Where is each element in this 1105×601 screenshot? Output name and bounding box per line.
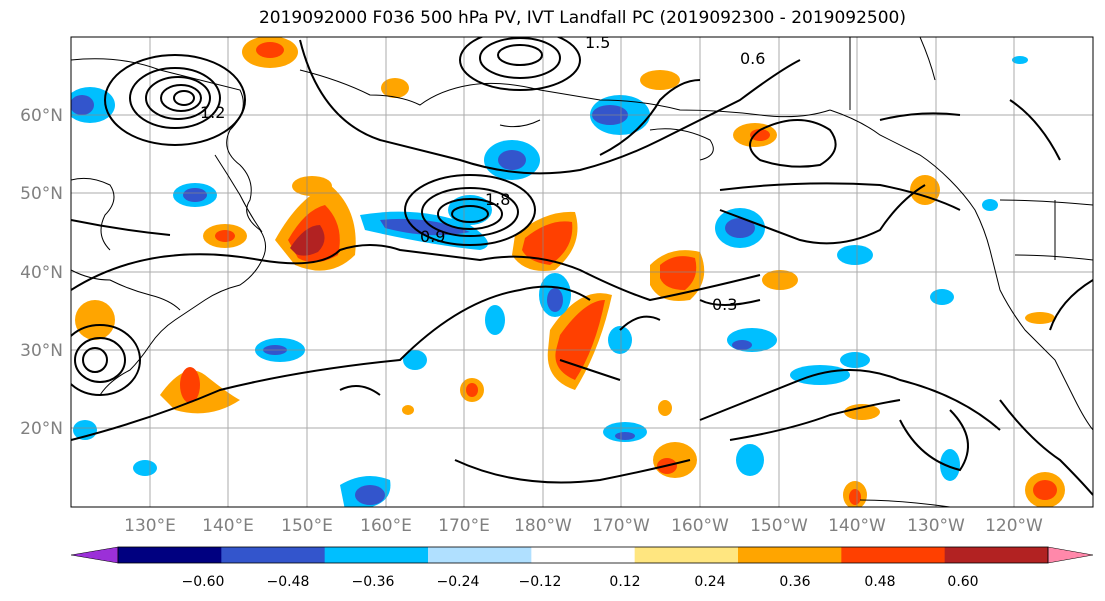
colorbar-tick-label: −0.24 (437, 574, 480, 590)
lon-label: 140°W (828, 516, 886, 536)
contour-label-0-9: 0.9 (420, 227, 445, 246)
map-frame (70, 36, 1094, 508)
colorbar-tick-label: 0.36 (779, 574, 810, 590)
colorbar-tick-label: 0.12 (609, 574, 640, 590)
colorbar-swatch (118, 547, 222, 563)
colorbar-swatch (324, 547, 429, 563)
colorbar-swatch (634, 547, 739, 563)
colorbar-tick-label: −0.36 (352, 574, 395, 590)
colorbar-extend-max (1047, 546, 1094, 564)
coastlines (71, 37, 1093, 507)
lon-labels: 130°E 140°E 150°E 160°E 170°E 180°W 170°… (124, 516, 1043, 536)
lon-label: 150°W (750, 516, 808, 536)
colorbar-tick-label: 0.48 (864, 574, 895, 590)
contour-label-1-5: 1.5 (585, 33, 610, 52)
lon-label: 170°W (592, 516, 650, 536)
colorbar-tick-label: −0.48 (267, 574, 310, 590)
colorbar-swatch (428, 547, 532, 563)
lon-label: 180°W (514, 516, 572, 536)
lon-label: 130°W (907, 516, 965, 536)
colorbar-swatch (221, 547, 326, 563)
colorbar-swatch (531, 547, 636, 563)
colorbar-labels: −0.60 −0.48 −0.36 −0.24 −0.12 0.12 0.24 … (182, 574, 979, 590)
lat-label: 50°N (20, 184, 63, 204)
contour-label-0-6: 0.6 (740, 49, 765, 68)
colorbar-extend-min (70, 546, 119, 564)
lat-label: 60°N (20, 106, 63, 126)
pv-contours (71, 37, 1093, 496)
colorbar-tick-label: −0.60 (182, 574, 225, 590)
pv-shading (71, 37, 1065, 507)
colorbar-swatch (841, 547, 946, 563)
lon-label: 170°E (438, 516, 490, 536)
contour-labels: 1.2 1.5 1.8 0.9 0.6 0.3 (200, 33, 765, 314)
lon-label: 160°E (360, 516, 412, 536)
lat-label: 20°N (20, 419, 63, 439)
colorbar-tick-label: −0.12 (519, 574, 562, 590)
lon-label: 120°W (985, 516, 1043, 536)
lat-labels: 60°N 50°N 40°N 30°N 20°N (20, 106, 63, 439)
colorbar-swatch (738, 547, 842, 563)
lon-label: 130°E (124, 516, 176, 536)
lat-label: 40°N (20, 263, 63, 283)
colorbar-outline (117, 546, 1049, 564)
colorbar (70, 546, 1094, 564)
colorbar-tick-label: 0.60 (947, 574, 978, 590)
lon-label: 140°E (202, 516, 254, 536)
contour-label-1-2: 1.2 (200, 103, 225, 122)
lon-label: 160°W (671, 516, 729, 536)
contour-label-1-8: 1.8 (485, 190, 510, 209)
lat-label: 30°N (20, 341, 63, 361)
colorbar-tick-label: 0.24 (694, 574, 725, 590)
contour-label-0-3: 0.3 (712, 295, 737, 314)
lon-label: 150°E (281, 516, 333, 536)
map-title: 2019092000 F036 500 hPa PV, IVT Landfall… (258, 8, 906, 28)
colorbar-swatch (944, 547, 1049, 563)
